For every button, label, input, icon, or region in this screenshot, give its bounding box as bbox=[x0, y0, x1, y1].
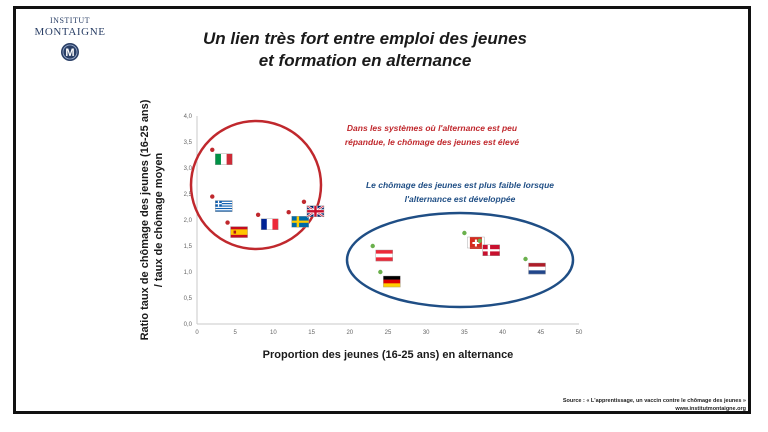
y-tick-label: 1,5 bbox=[184, 244, 193, 250]
y-tick-label: 3,5 bbox=[184, 140, 193, 146]
x-axis-ticks: 0 5 10 15 20 25 30 35 40 45 50 bbox=[195, 330, 583, 336]
data-point-netherlands bbox=[523, 256, 528, 262]
source-line-1: Source : « L'apprentissage, un vaccin co… bbox=[562, 398, 746, 404]
logo-line-1: INSTITUT bbox=[50, 16, 90, 25]
chart-axes bbox=[196, 116, 579, 325]
y-axis-ticks: 0,0 0,5 1,0 1,5 2,0 2,5 3,0 3,5 4,0 bbox=[184, 114, 193, 328]
x-tick-label: 50 bbox=[576, 330, 583, 336]
x-axis-label: Proportion des jeunes (16-25 ans) en alt… bbox=[263, 349, 514, 361]
x-tick-label: 40 bbox=[499, 330, 506, 336]
x-tick-label: 20 bbox=[346, 330, 353, 336]
source-line-2: www.institutmontaigne.org bbox=[675, 406, 746, 412]
austria-flag-icon bbox=[375, 249, 393, 262]
x-tick-label: 10 bbox=[270, 330, 277, 336]
france-flag-icon bbox=[260, 218, 279, 231]
annotation-low-line-1: Le chômage des jeunes est plus faible lo… bbox=[366, 180, 554, 190]
logo-line-2: MONTAIGNE bbox=[34, 26, 106, 38]
data-point-switzerland bbox=[462, 230, 467, 236]
data-point-spain bbox=[225, 220, 230, 225]
switzerland-flag-icon bbox=[467, 236, 485, 249]
annotation-low-line-2: l'alternance est développée bbox=[405, 194, 516, 204]
y-axis-label: Ratio taux de chômage des jeunes (16-25 … bbox=[139, 99, 165, 340]
data-point-uk bbox=[301, 199, 307, 204]
data-point-austria bbox=[370, 243, 375, 249]
greece-flag-icon bbox=[215, 200, 233, 212]
y-tick-label: 0,5 bbox=[184, 296, 193, 302]
data-point-italy bbox=[210, 147, 215, 152]
uk-flag-icon bbox=[306, 204, 325, 218]
slide-title: Un lien très fort entre emploi des jeune… bbox=[140, 28, 590, 72]
data-points bbox=[210, 147, 546, 288]
title-line-1: Un lien très fort entre emploi des jeune… bbox=[202, 29, 528, 48]
data-point-denmark bbox=[477, 238, 482, 243]
x-tick-label: 25 bbox=[385, 330, 392, 336]
y-tick-label: 0,0 bbox=[184, 322, 193, 328]
logo-mark-letter: M bbox=[65, 47, 74, 59]
institut-montaigne-logo: INSTITUT MONTAIGNE M bbox=[30, 16, 110, 62]
logo-mark-icon: M bbox=[61, 43, 79, 61]
y-axis-label-line-2: / taux de chômage moyen bbox=[153, 152, 165, 287]
y-axis-label-line-1: Ratio taux de chômage des jeunes (16-25 … bbox=[139, 99, 151, 340]
y-tick-label: 2,0 bbox=[184, 218, 193, 224]
spain-flag-icon bbox=[230, 226, 248, 238]
y-tick-label: 3,0 bbox=[184, 166, 193, 172]
y-tick-label: 4,0 bbox=[184, 114, 193, 120]
germany-flag-icon bbox=[383, 275, 401, 288]
data-point-france bbox=[255, 212, 261, 217]
netherlands-flag-icon bbox=[528, 262, 546, 275]
data-point-sweden bbox=[286, 210, 291, 215]
source-note: Source : « L'apprentissage, un vaccin co… bbox=[563, 397, 746, 413]
data-point-greece bbox=[210, 194, 215, 199]
x-tick-label: 15 bbox=[308, 330, 315, 336]
title-line-2: et formation en alternance bbox=[258, 51, 472, 70]
y-tick-label: 1,0 bbox=[184, 270, 193, 276]
x-tick-label: 0 bbox=[195, 330, 199, 336]
low-unemployment-cluster-ellipse bbox=[345, 211, 575, 309]
slide-frame bbox=[13, 6, 751, 414]
annotation-high-line-1: Dans les systèmes où l'alternance est pe… bbox=[347, 123, 518, 133]
x-tick-label: 5 bbox=[234, 330, 238, 336]
italy-flag-icon bbox=[215, 153, 233, 166]
annotation-high-line-2: répandue, le chômage des jeunes est élev… bbox=[345, 137, 520, 147]
data-point-germany bbox=[378, 269, 383, 275]
denmark-flag-icon bbox=[482, 244, 500, 257]
high-unemployment-cluster-ellipse bbox=[189, 119, 323, 251]
x-tick-label: 30 bbox=[423, 330, 430, 336]
x-tick-label: 35 bbox=[461, 330, 468, 336]
sweden-flag-icon bbox=[291, 215, 309, 228]
y-tick-label: 2,5 bbox=[184, 192, 193, 198]
x-tick-label: 45 bbox=[537, 330, 544, 336]
